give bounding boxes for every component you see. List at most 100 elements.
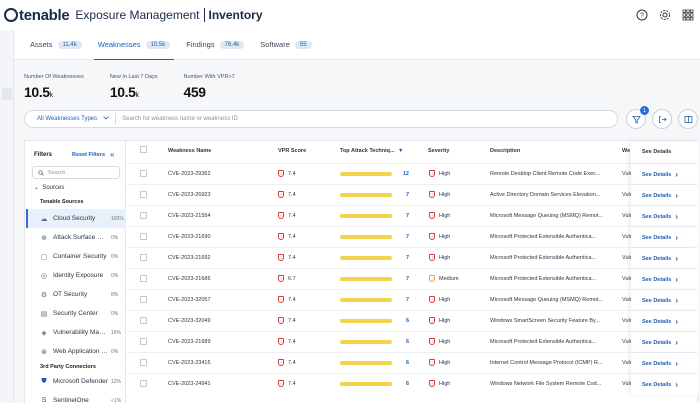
weakness-name[interactable]: CVE-2023-21686 bbox=[168, 276, 211, 282]
source-sentinelone[interactable]: S SentinelOne <1% bbox=[26, 391, 126, 410]
tenable-logo-icon bbox=[4, 8, 18, 22]
tab-software[interactable]: Software 55 bbox=[252, 30, 319, 60]
col-vpr-score[interactable]: VPR Score bbox=[278, 148, 307, 154]
see-details-link[interactable]: See Details › bbox=[631, 248, 698, 269]
sources-toggle[interactable]: ⌄ Sources bbox=[34, 185, 65, 191]
col-severity[interactable]: Severity bbox=[428, 148, 450, 154]
weakness-name[interactable]: CVE-2023-21689 bbox=[168, 339, 211, 345]
collapse-filters-icon[interactable]: « bbox=[110, 150, 115, 159]
source-percent: <1% bbox=[111, 397, 122, 404]
weakness-name[interactable]: CVE-2023-23415 bbox=[168, 360, 211, 366]
see-details-link[interactable]: See Details › bbox=[631, 290, 698, 311]
table-row[interactable]: CVE-2023-21686! 6.7 7! Medium Microsoft Prot… bbox=[127, 268, 698, 290]
table-row[interactable]: CVE-2023-21689! 7.4 6! High Microsoft Protec… bbox=[127, 331, 698, 353]
attack-technique-count[interactable]: 7 bbox=[405, 255, 409, 261]
row-checkbox[interactable] bbox=[140, 380, 147, 387]
attack-technique-count[interactable]: 6 bbox=[405, 339, 409, 345]
row-checkbox[interactable] bbox=[140, 275, 147, 282]
weakness-name[interactable]: CVE-2023-21554 bbox=[168, 213, 211, 219]
attack-technique-count[interactable]: 7 bbox=[405, 297, 409, 303]
attack-technique-count[interactable]: 7 bbox=[405, 234, 409, 240]
attack-technique-count[interactable]: 6 bbox=[405, 381, 409, 387]
source-attack-surface[interactable]: ⊕ Attack Surface Management 0% bbox=[26, 228, 126, 247]
row-checkbox[interactable] bbox=[140, 233, 147, 240]
severity-label: High bbox=[439, 381, 451, 387]
source-ot-security[interactable]: ⚙ OT Security 8% bbox=[26, 285, 126, 304]
see-details-link[interactable]: See Details › bbox=[631, 332, 698, 353]
row-checkbox[interactable] bbox=[140, 296, 147, 303]
attack-technique-count[interactable]: 7 bbox=[405, 276, 409, 282]
tab-findings[interactable]: Findings 76.4k bbox=[178, 30, 252, 60]
table-row[interactable]: CVE-2023-23415! 7.4 6! High Internet Control… bbox=[127, 352, 698, 374]
stat-value: 10.5k bbox=[24, 84, 84, 100]
table-row[interactable]: CVE-2023-21692! 7.4 7! High Microsoft Protec… bbox=[127, 247, 698, 269]
weakness-name[interactable]: CVE-2023-21692 bbox=[168, 255, 211, 261]
weakness-name[interactable]: CVE-2023-32057 bbox=[168, 297, 211, 303]
apps-grid-icon[interactable] bbox=[681, 8, 694, 21]
see-details-link[interactable]: See Details › bbox=[631, 269, 698, 290]
attack-technique-count[interactable]: 6 bbox=[405, 318, 409, 324]
attack-surface-icon: ⊕ bbox=[41, 234, 47, 242]
row-checkbox[interactable] bbox=[140, 170, 147, 177]
see-details-link[interactable]: See Details › bbox=[631, 206, 698, 227]
filter-search-input[interactable]: Search bbox=[32, 166, 120, 179]
see-details-link[interactable]: See Details › bbox=[631, 374, 698, 395]
see-details-label: See Details bbox=[642, 171, 672, 178]
table-row[interactable]: CVE-2023-24941! 7.4 6! High Windows Network … bbox=[127, 373, 698, 395]
source-web-application[interactable]: ⊗ Web Application Scanning 0% bbox=[26, 342, 126, 361]
table-row[interactable]: CVE-2023-32049! 7.4 6! High Windows SmartScr… bbox=[127, 310, 698, 332]
see-details-link[interactable]: See Details › bbox=[631, 227, 698, 248]
rail-selected-marker[interactable] bbox=[2, 88, 12, 100]
row-checkbox[interactable] bbox=[140, 338, 147, 345]
source-cloud-security[interactable]: ☁ Cloud Security 100% bbox=[26, 209, 126, 228]
see-details-link[interactable]: See Details › bbox=[631, 164, 698, 185]
sort-desc-icon[interactable]: ▼ bbox=[398, 148, 404, 154]
tab-weaknesses[interactable]: Weaknesses 10.5k bbox=[90, 30, 179, 61]
vpr-score: 7.4 bbox=[288, 171, 296, 177]
table-row[interactable]: CVE-2023-21554! 7.4 7! High Microsoft Messag… bbox=[127, 205, 698, 227]
row-checkbox[interactable] bbox=[140, 317, 147, 324]
col-vendor[interactable]: We bbox=[622, 148, 631, 154]
weakness-type-select[interactable]: All Weaknesses Types bbox=[25, 113, 117, 125]
table-row[interactable]: CVE-2023-26923! 7.4 7! High Active Directory… bbox=[127, 184, 698, 206]
source-microsoft-defender[interactable]: ⛊ Microsoft Defender 12% bbox=[26, 372, 126, 391]
col-description[interactable]: Description bbox=[490, 148, 521, 154]
select-all-checkbox[interactable] bbox=[140, 146, 147, 153]
source-security-center[interactable]: ▤ Security Center 0% bbox=[26, 304, 126, 323]
row-checkbox[interactable] bbox=[140, 254, 147, 261]
table-row[interactable]: CVE-2023-32057! 7.4 7! High Microsoft Messag… bbox=[127, 289, 698, 311]
col-weakness-name[interactable]: Weakness Name bbox=[168, 148, 212, 154]
table-row[interactable]: CVE-2023-29362! 7.4 12! High Remote Desktop … bbox=[127, 163, 698, 185]
source-container-security[interactable]: ▢ Container Security 0% bbox=[26, 247, 126, 266]
row-checkbox[interactable] bbox=[140, 191, 147, 198]
tab-assets[interactable]: Assets 11.4k bbox=[22, 30, 90, 60]
brand-logo[interactable]: tenable bbox=[19, 6, 70, 24]
table-row[interactable]: CVE-2023-21690! 7.4 7! High Microsoft Protec… bbox=[127, 226, 698, 248]
settings-icon[interactable] bbox=[658, 8, 671, 21]
export-button[interactable] bbox=[652, 109, 672, 129]
divider bbox=[203, 8, 205, 22]
col-top-attack-techniques[interactable]: Top Attack Techniq... bbox=[340, 148, 395, 154]
see-details-link[interactable]: See Details › bbox=[631, 311, 698, 332]
attack-technique-count[interactable]: 12 bbox=[402, 171, 409, 177]
see-details-link[interactable]: See Details › bbox=[631, 353, 698, 374]
row-checkbox[interactable] bbox=[140, 359, 147, 366]
weakness-name[interactable]: CVE-2023-21690 bbox=[168, 234, 211, 240]
reset-filters-link[interactable]: Reset Filters bbox=[72, 152, 106, 158]
weakness-search-input[interactable]: Search for weakness name or weakness ID bbox=[122, 116, 238, 122]
severity-icon: ! bbox=[429, 191, 435, 198]
help-icon[interactable]: ? bbox=[635, 8, 648, 21]
source-identity-exposure[interactable]: ◎ Identity Exposure 0% bbox=[26, 266, 126, 285]
source-vulnerability-management[interactable]: ◈ Vulnerability Management 16% bbox=[26, 323, 126, 342]
row-checkbox[interactable] bbox=[140, 212, 147, 219]
weakness-name[interactable]: CVE-2023-29362 bbox=[168, 171, 211, 177]
attack-technique-count[interactable]: 6 bbox=[405, 360, 409, 366]
weakness-name[interactable]: CVE-2023-26923 bbox=[168, 192, 211, 198]
weakness-name[interactable]: CVE-2023-32049 bbox=[168, 318, 211, 324]
see-details-link[interactable]: See Details › bbox=[631, 185, 698, 206]
weakness-name[interactable]: CVE-2023-24941 bbox=[168, 381, 211, 387]
chevron-right-icon: › bbox=[675, 296, 679, 305]
column-layout-button[interactable] bbox=[678, 109, 698, 129]
attack-technique-count[interactable]: 7 bbox=[405, 213, 409, 219]
attack-technique-count[interactable]: 7 bbox=[405, 192, 409, 198]
